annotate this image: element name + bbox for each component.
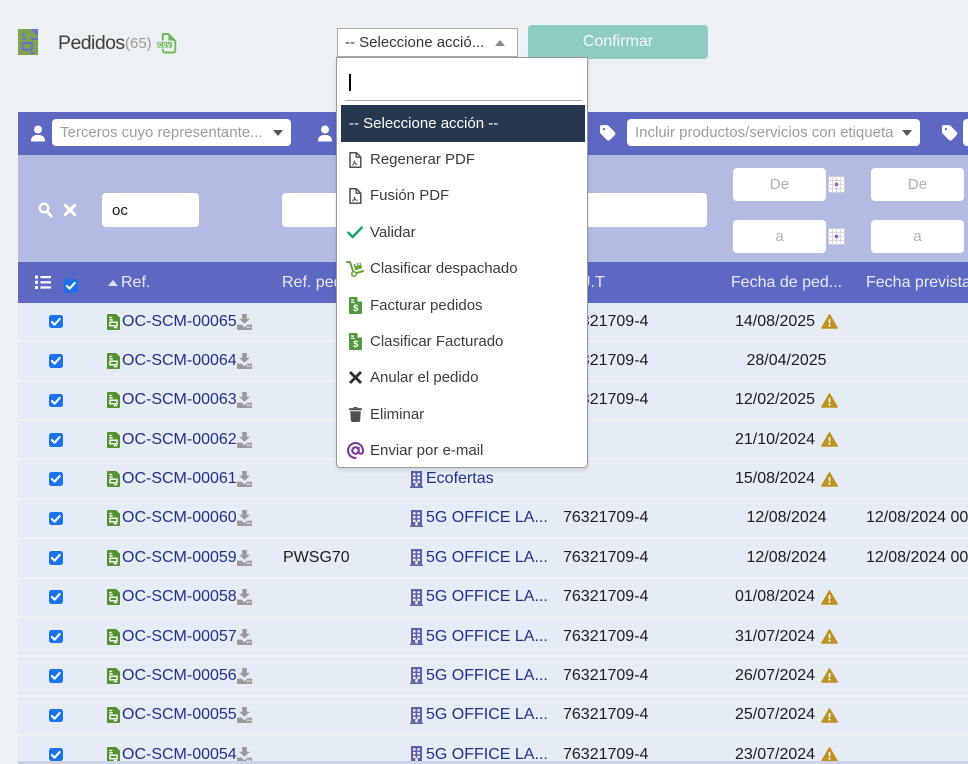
svg-text:CSV: CSV	[158, 43, 171, 49]
svg-text:$: $	[353, 302, 359, 313]
svg-text:$: $	[353, 339, 359, 350]
